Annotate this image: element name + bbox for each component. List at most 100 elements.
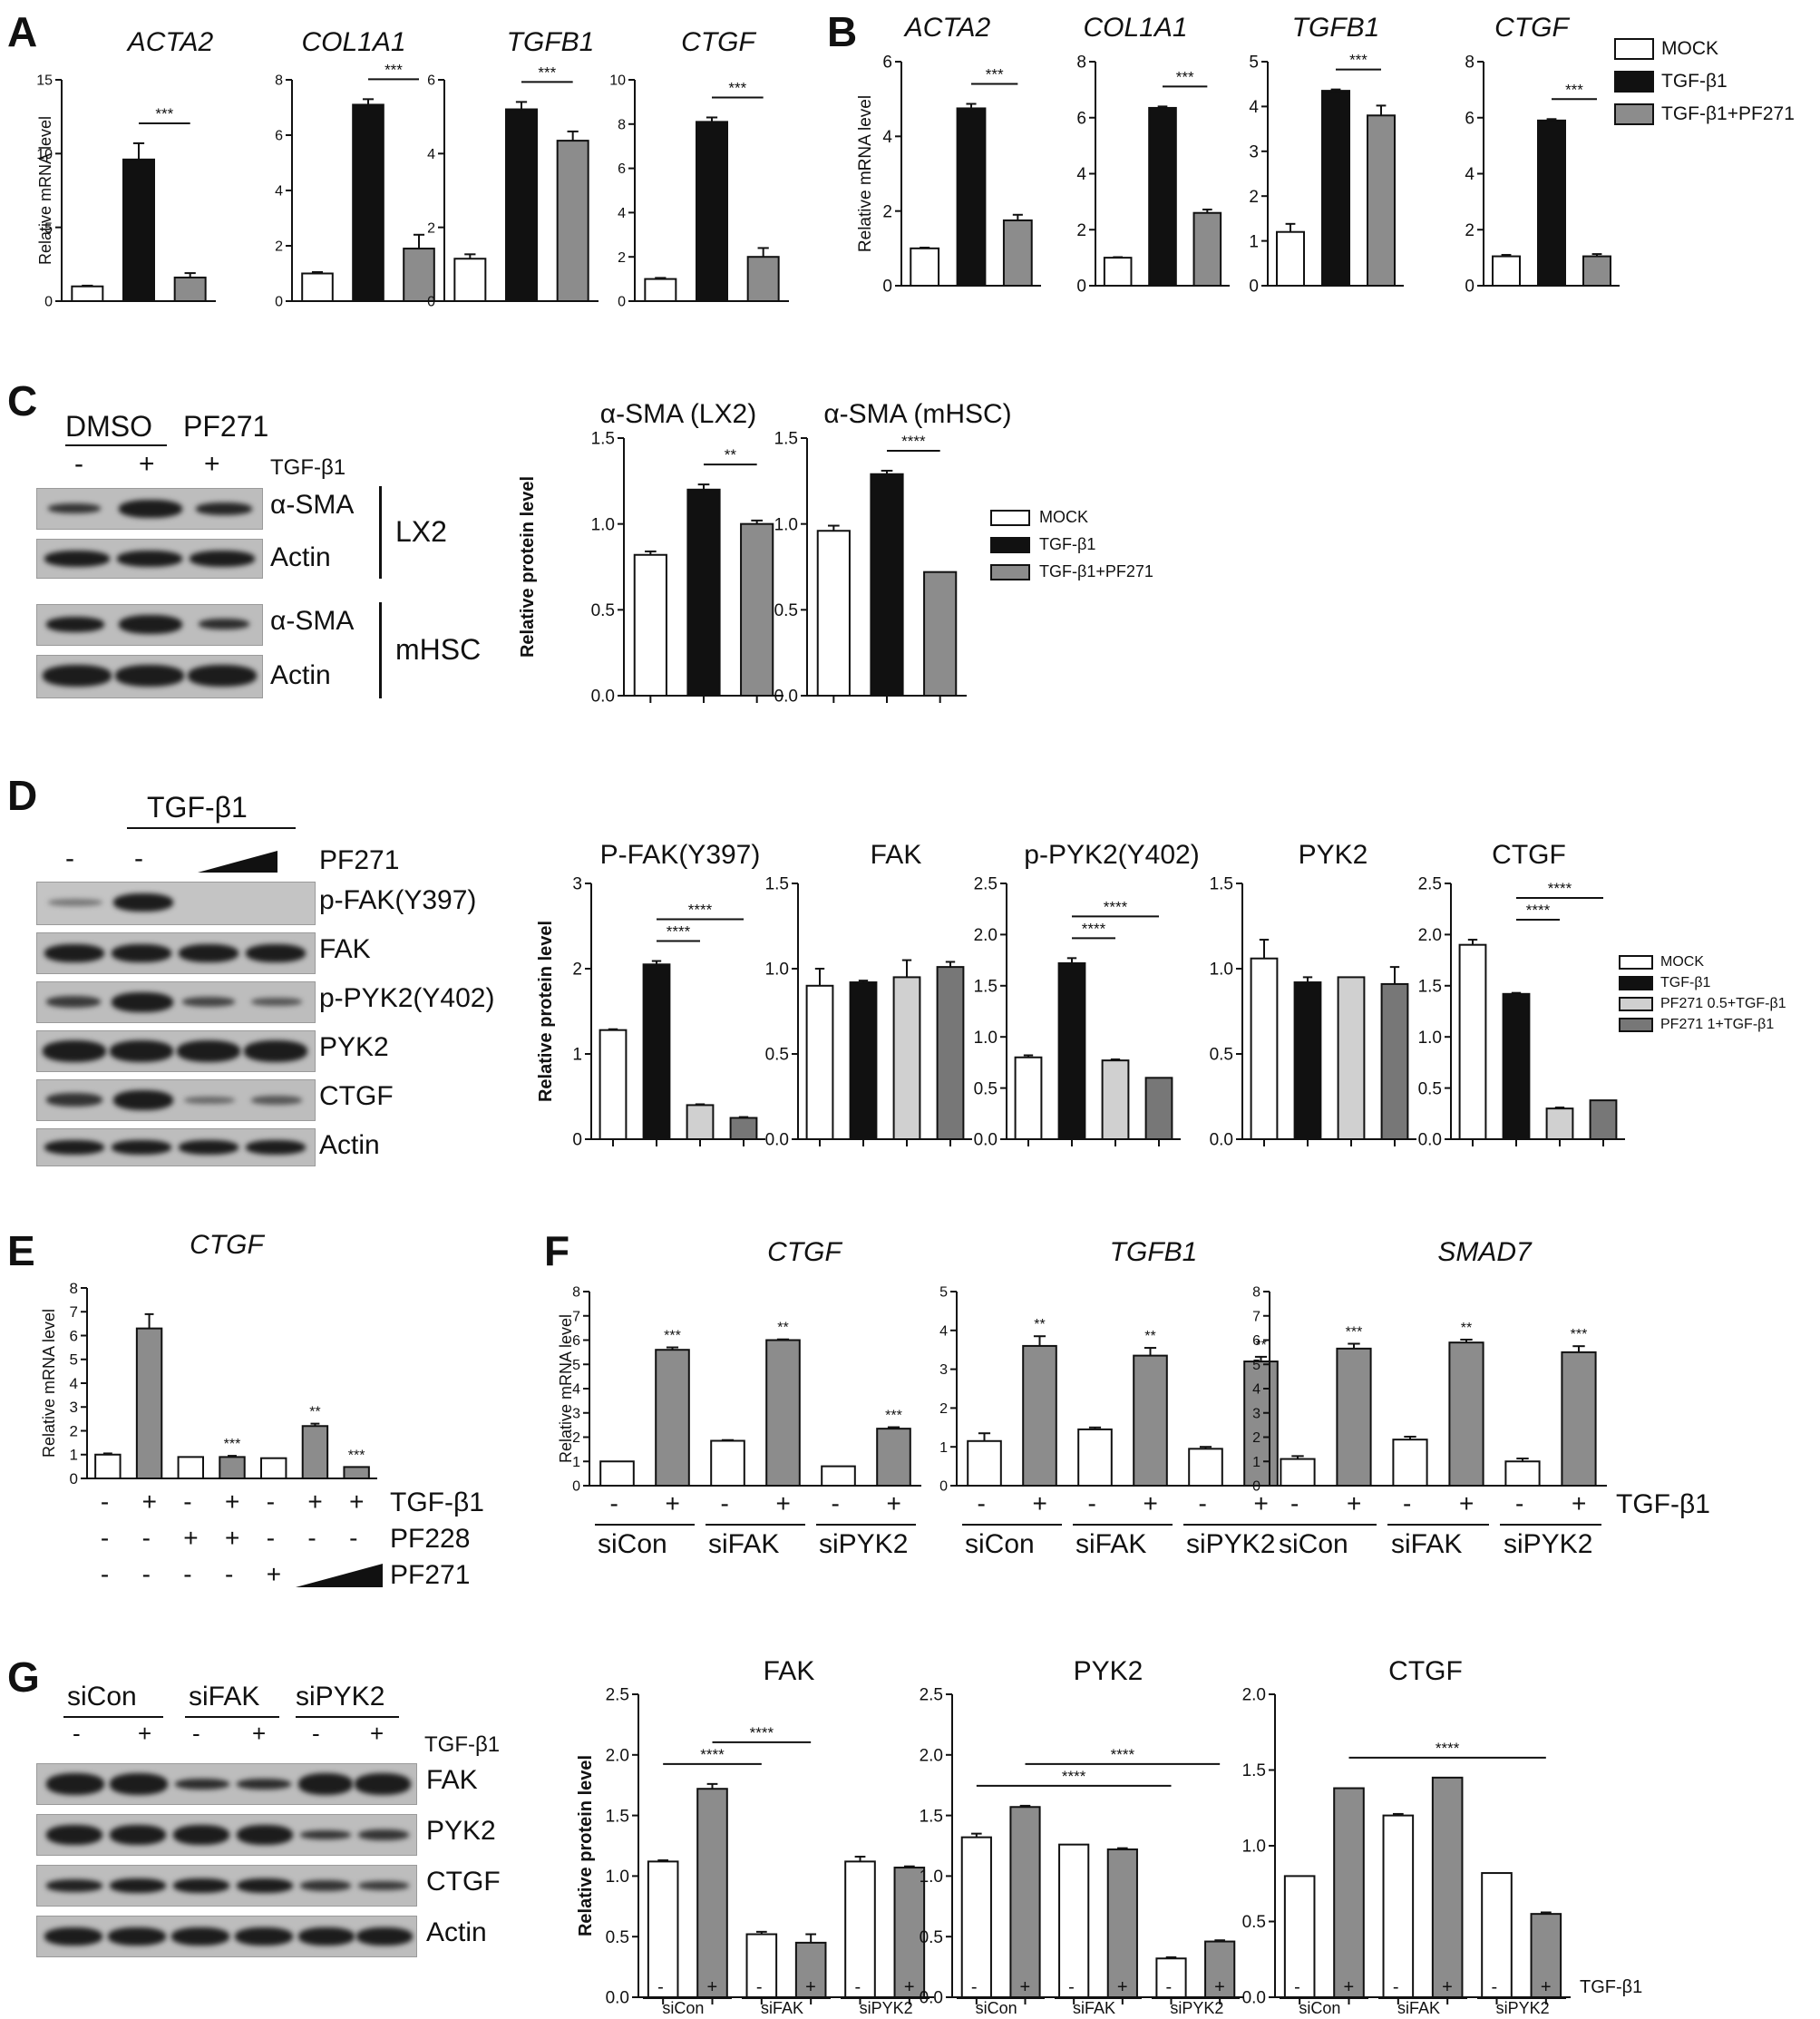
legend-item-pf05: PF271 0.5+TGF-β1 [1619,996,1818,1017]
significance-label: **** [1548,880,1572,897]
y-tick-label: 3 [939,1362,948,1378]
bar [1192,211,1222,288]
bar [956,107,987,288]
blot-c-group-label: LX2 [395,515,447,548]
bar [696,1788,728,1999]
significance-stars: ** [1461,1321,1472,1336]
legend-item-pf: TGF-β1+PF271 [990,562,1208,590]
bar [805,984,834,1141]
significance-label: **** [1082,920,1106,937]
e-row-label: PF228 [390,1524,471,1554]
g-sign: + [1214,1977,1225,1997]
y-tick-label: 1.0 [1210,961,1233,980]
chart-g-ctgf: CTGF 0.0 0.5 1.0 1.5 2.0 **** [1242,1656,1571,2008]
significance-stars: ** [1144,1329,1155,1344]
y-tick-label: 4 [882,128,892,147]
y-tick-label: 1.5 [606,1807,629,1826]
y-tick-label: 1.5 [765,875,789,894]
y-axis-label: Relative protein level [518,476,538,658]
bar [94,1453,122,1479]
blot-d-header: TGF-β1 [147,791,248,824]
y-tick-label: 3 [572,875,582,894]
y-tick-label: 1 [1249,232,1259,251]
y-tick-label: 4 [618,206,626,221]
significance-label: ** [725,446,737,463]
blot-d-pyk2 [36,1030,316,1072]
y-tick-label: 0.5 [920,1928,943,1947]
blot-d-actin [36,1128,316,1166]
bar [686,1104,715,1141]
blot-d-treatment: PF271 [319,845,400,875]
bar [71,285,104,303]
e-sign: - [307,1524,316,1552]
blot-c-lx2-asma [36,488,263,530]
blot-g-group: siPYK2 [296,1682,385,1712]
g-group-label: siPYK2 [1170,1999,1224,2017]
y-tick-label: 5 [44,220,53,236]
g-sign: - [854,1977,861,1997]
blot-g-sign: - [312,1720,320,1747]
y-tick-label: 2 [1076,221,1086,240]
blot-g-sign: + [138,1720,152,1747]
f-sign: + [1143,1489,1158,1517]
e-sign: - [266,1524,276,1552]
bar [1106,1848,1138,1999]
y-tick-label: 1.0 [920,1868,943,1887]
f-group-label: siFAK [1075,1529,1147,1559]
chart-d-fak: FAK 0.0 0.5 1.0 1.5 [765,840,972,1150]
y-tick-label: 0.0 [974,1131,998,1150]
y-tick-label: 2.0 [920,1746,943,1765]
bar [1336,1347,1372,1487]
f-group-line [816,1524,916,1526]
significance-label: **** [1436,1740,1460,1757]
legend-label: PF271 1+TGF-β1 [1660,1017,1775,1032]
y-tick-label: 6 [1076,109,1086,128]
bar [729,1117,758,1140]
significance-label: **** [667,923,691,941]
chart-title: TGFB1 [1110,1237,1198,1267]
g-group-label: siCon [1299,1999,1341,2017]
g-sign: - [657,1977,664,1997]
y-tick-label: 4 [572,1382,580,1398]
f-sign: + [1459,1489,1474,1517]
legend-label: TGF-β1 [1661,71,1728,92]
blot-d-pfak [36,882,316,925]
e-sign: - [100,1487,110,1516]
blot-g-ctgf [36,1865,417,1907]
bar [1504,1460,1541,1487]
y-tick-label: 0.0 [1418,1131,1442,1150]
bar [1077,1428,1113,1487]
y-tick-label: 0.5 [774,601,798,620]
bar [173,276,207,302]
y-tick-label: 0 [70,1470,78,1487]
y-tick-label: 2.0 [974,926,998,945]
chart-title: FAK [764,1656,815,1686]
bar [821,1465,856,1487]
significance-stars: *** [348,1448,365,1463]
y-tick-label: 2.0 [606,1746,629,1765]
significance-label: *** [1176,68,1194,85]
y-tick-label: 6 [572,1333,580,1349]
legend-item-pf1: PF271 1+TGF-β1 [1619,1017,1818,1038]
e-row-label: PF271 [390,1560,471,1590]
bar [1589,1099,1618,1140]
blot-c-treatment: TGF-β1 [270,455,346,480]
bar [1188,1448,1223,1487]
e-sign: - [349,1524,358,1552]
e-sign: + [349,1487,365,1516]
blot-c-sign: + [139,449,155,479]
y-tick-label: 0 [939,1479,948,1495]
y-tick-label: 1.0 [1418,1029,1442,1048]
chart-title: p-PYK2(Y402) [1024,840,1199,870]
g-sign: - [1392,1977,1399,1997]
y-tick-label: 2.0 [1242,1686,1266,1705]
chart-title: TGFB1 [507,27,595,57]
significance-label: *** [155,105,173,122]
y-tick-label: 10 [609,73,626,89]
g-group-line [1280,1998,1369,1999]
bar [1458,943,1487,1141]
blot-g-actin [36,1916,417,1957]
bar [655,1349,690,1487]
f-group-label: siPYK2 [1186,1529,1276,1559]
